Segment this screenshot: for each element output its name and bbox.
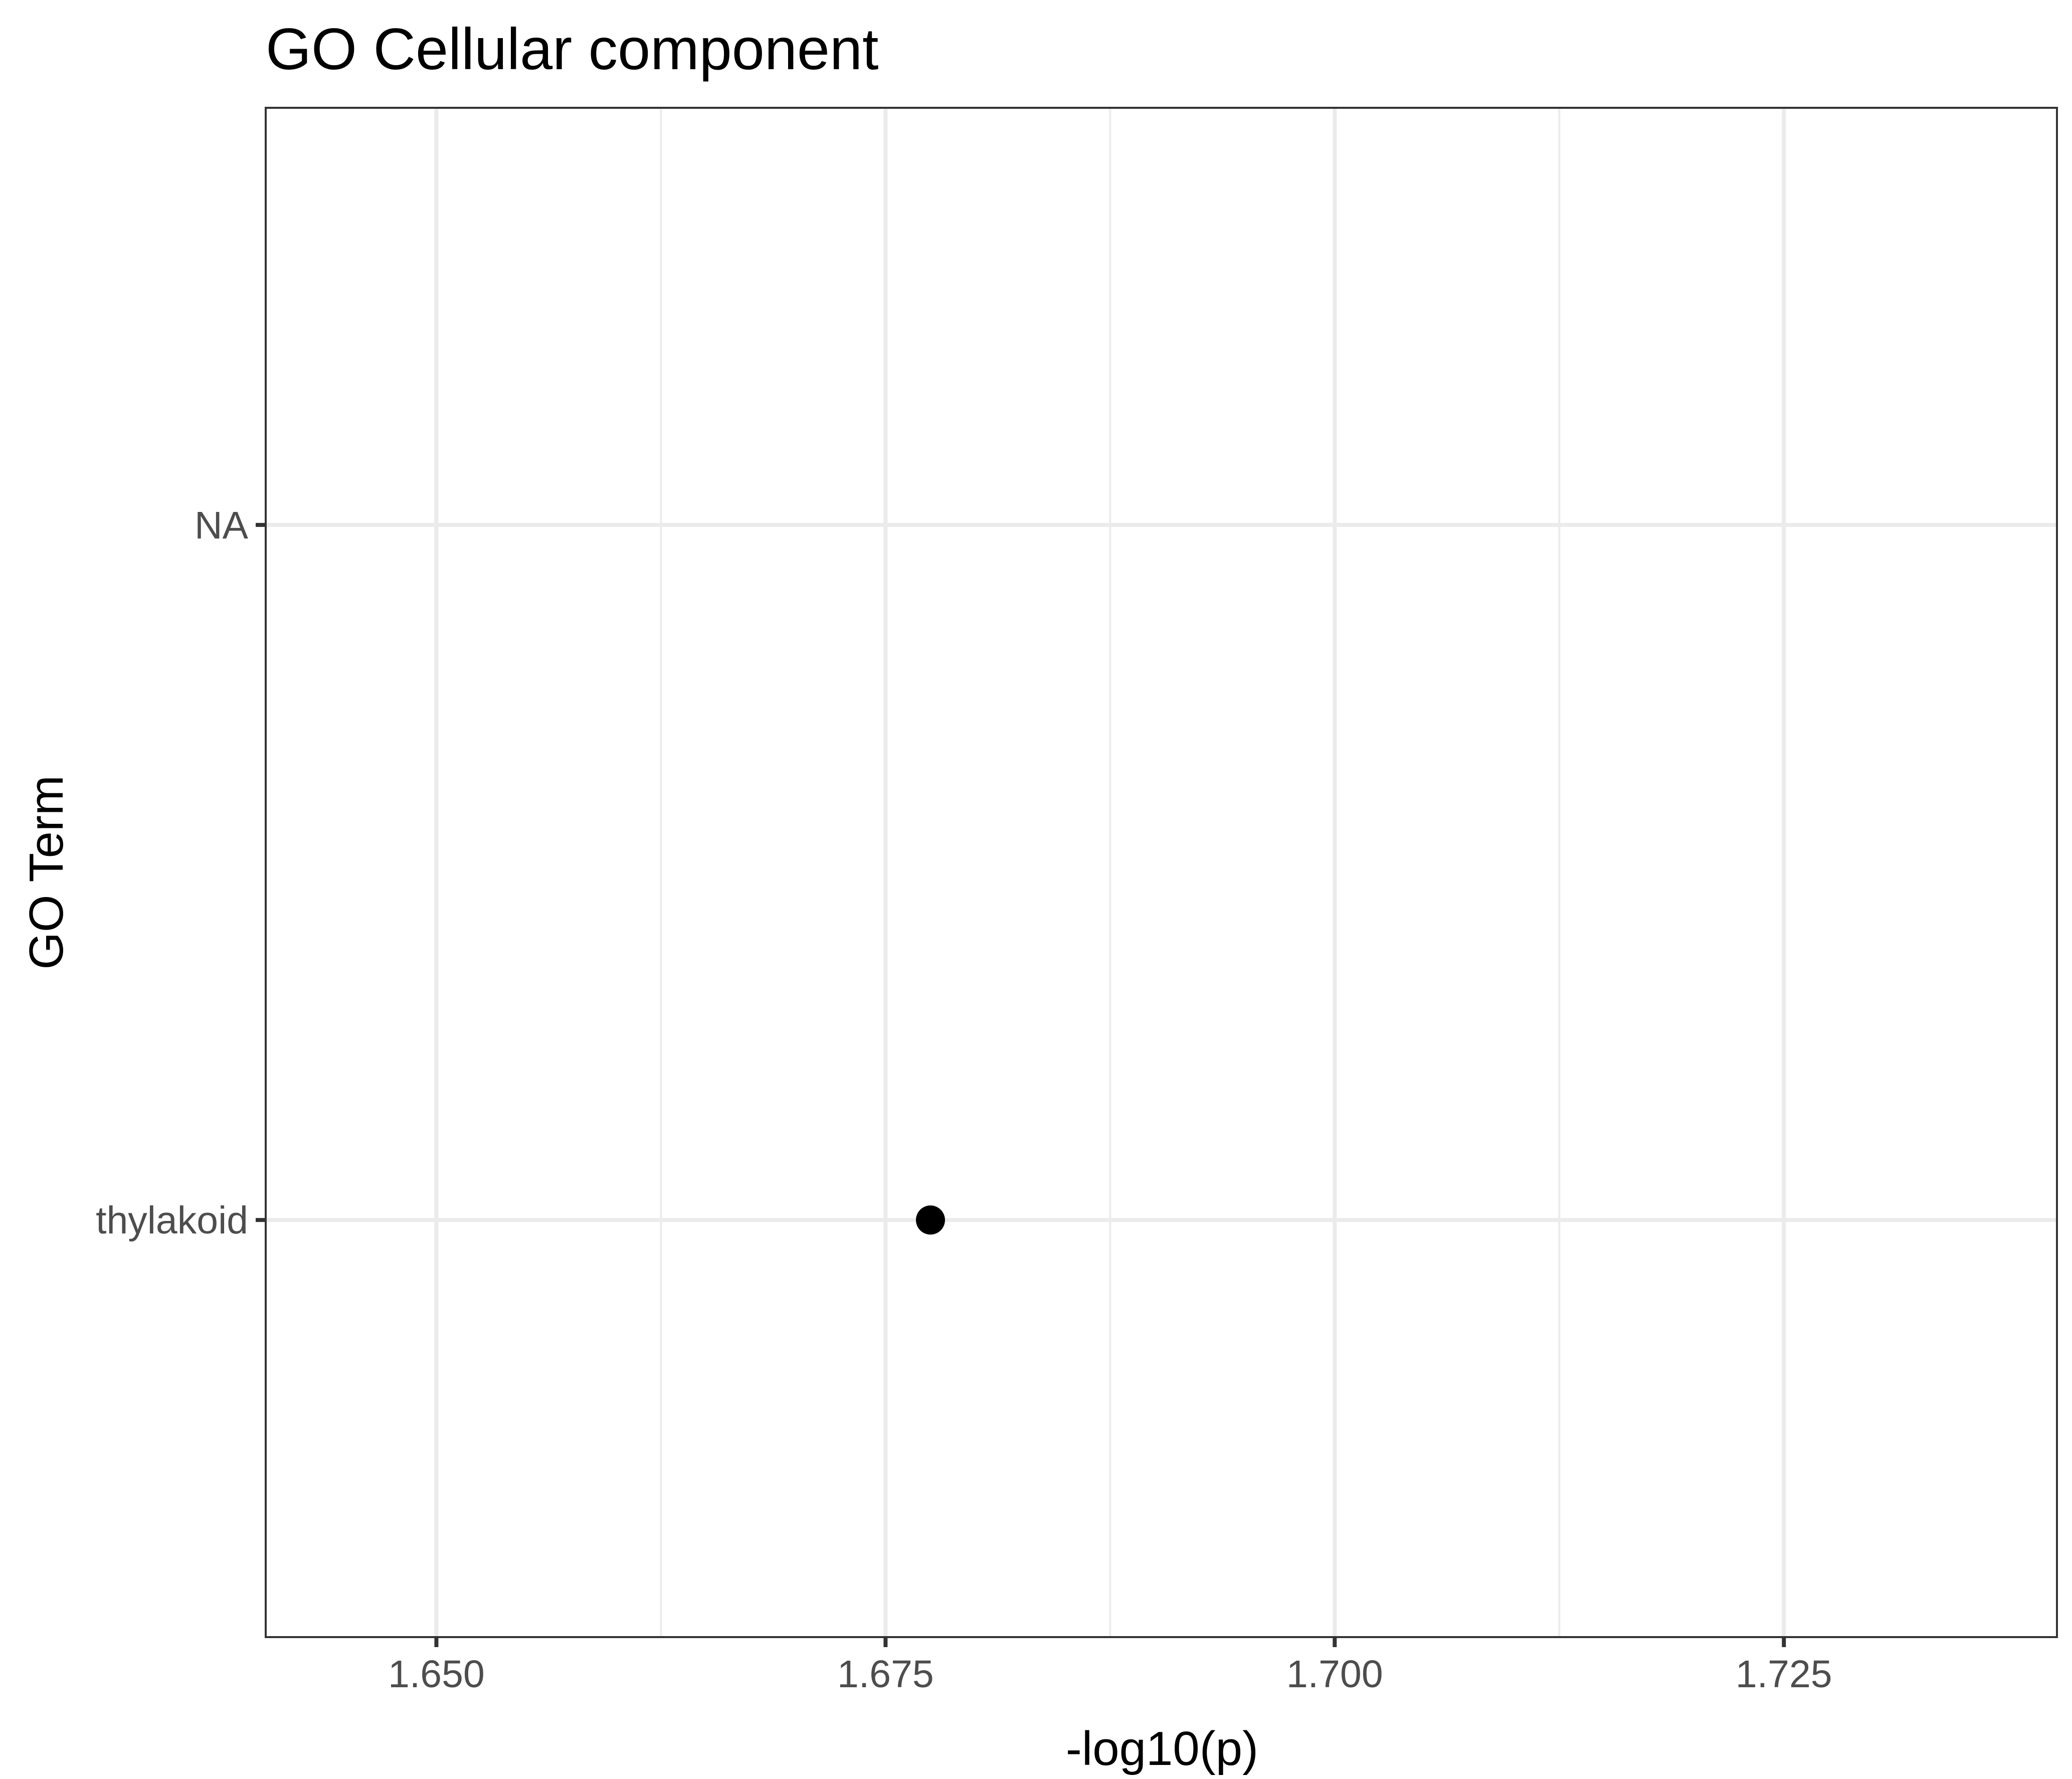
data-point bbox=[915, 1205, 945, 1235]
plot-panel-border bbox=[265, 107, 2058, 1638]
x-tick-label: 1.675 bbox=[837, 1653, 934, 1696]
gridlines bbox=[266, 108, 2057, 1637]
y-tick-label: thylakoid bbox=[96, 1199, 248, 1242]
x-tick-label: 1.725 bbox=[1736, 1653, 1832, 1696]
x-tick-label: 1.650 bbox=[388, 1653, 485, 1696]
y-tick-label: NA bbox=[195, 504, 249, 547]
x-axis-title: -log10(p) bbox=[1066, 1722, 1258, 1775]
axis-ticks: 1.650 1.675 1.700 1.725 thylakoid NA bbox=[96, 504, 1832, 1696]
y-axis-title: GO Term bbox=[20, 775, 73, 970]
chart-title: GO Cellular component bbox=[266, 16, 879, 82]
x-tick-label: 1.700 bbox=[1286, 1653, 1383, 1696]
data-points bbox=[915, 1205, 945, 1235]
